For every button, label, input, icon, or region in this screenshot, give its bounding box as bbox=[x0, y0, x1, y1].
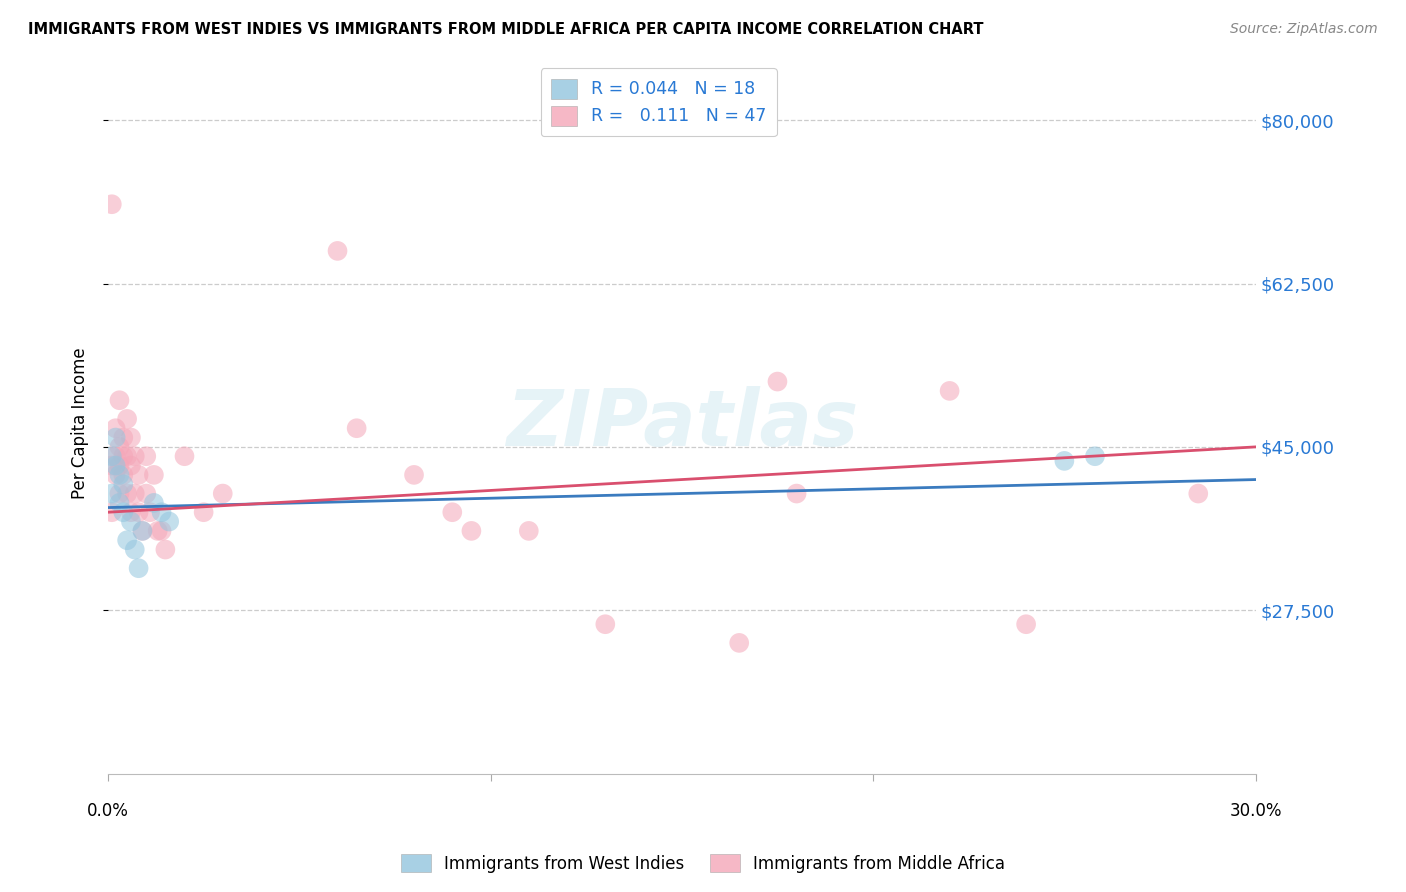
Point bbox=[112, 449, 135, 463]
Point bbox=[135, 486, 157, 500]
Point bbox=[1015, 617, 1038, 632]
Point bbox=[120, 505, 142, 519]
Point bbox=[146, 524, 169, 538]
Point bbox=[120, 515, 142, 529]
Point bbox=[112, 431, 135, 445]
Text: Source: ZipAtlas.com: Source: ZipAtlas.com bbox=[1230, 22, 1378, 37]
Point bbox=[402, 467, 425, 482]
Point bbox=[346, 421, 368, 435]
Point bbox=[173, 449, 195, 463]
Text: ZIPatlas: ZIPatlas bbox=[506, 385, 858, 461]
Point bbox=[104, 431, 127, 445]
Point bbox=[193, 505, 215, 519]
Point bbox=[101, 197, 124, 211]
Point bbox=[104, 467, 127, 482]
Point bbox=[155, 542, 177, 557]
Point bbox=[128, 505, 150, 519]
Point bbox=[142, 496, 165, 510]
Point bbox=[108, 486, 131, 500]
Y-axis label: Per Capita Income: Per Capita Income bbox=[72, 348, 89, 500]
Point bbox=[120, 458, 142, 473]
Point bbox=[1187, 486, 1209, 500]
Point bbox=[135, 449, 157, 463]
Point bbox=[101, 486, 124, 500]
Point bbox=[517, 524, 540, 538]
Point bbox=[128, 467, 150, 482]
Point bbox=[120, 431, 142, 445]
Text: 30.0%: 30.0% bbox=[1229, 802, 1282, 820]
Point bbox=[108, 467, 131, 482]
Point bbox=[108, 496, 131, 510]
Point bbox=[142, 467, 165, 482]
Point bbox=[115, 486, 138, 500]
Point bbox=[1084, 449, 1107, 463]
Point bbox=[150, 524, 173, 538]
Point bbox=[104, 449, 127, 463]
Point bbox=[139, 505, 162, 519]
Point bbox=[211, 486, 233, 500]
Point bbox=[101, 458, 124, 473]
Point bbox=[728, 636, 751, 650]
Point bbox=[128, 561, 150, 575]
Point bbox=[131, 524, 153, 538]
Point bbox=[104, 421, 127, 435]
Point bbox=[124, 486, 146, 500]
Point bbox=[131, 524, 153, 538]
Point bbox=[938, 384, 960, 398]
Point bbox=[112, 505, 135, 519]
Legend: R = 0.044   N = 18, R =   0.111   N = 47: R = 0.044 N = 18, R = 0.111 N = 47 bbox=[541, 69, 778, 136]
Point bbox=[150, 505, 173, 519]
Point bbox=[104, 458, 127, 473]
Point bbox=[101, 449, 124, 463]
Point bbox=[1053, 454, 1076, 468]
Point bbox=[441, 505, 464, 519]
Point bbox=[112, 467, 135, 482]
Text: 0.0%: 0.0% bbox=[87, 802, 129, 820]
Point bbox=[326, 244, 349, 258]
Point bbox=[115, 412, 138, 426]
Point bbox=[115, 449, 138, 463]
Point bbox=[101, 505, 124, 519]
Legend: Immigrants from West Indies, Immigrants from Middle Africa: Immigrants from West Indies, Immigrants … bbox=[394, 847, 1012, 880]
Point bbox=[108, 440, 131, 454]
Point bbox=[157, 515, 180, 529]
Point bbox=[460, 524, 482, 538]
Point bbox=[115, 533, 138, 548]
Point bbox=[108, 393, 131, 408]
Point bbox=[786, 486, 808, 500]
Point bbox=[595, 617, 617, 632]
Text: IMMIGRANTS FROM WEST INDIES VS IMMIGRANTS FROM MIDDLE AFRICA PER CAPITA INCOME C: IMMIGRANTS FROM WEST INDIES VS IMMIGRANT… bbox=[28, 22, 984, 37]
Point bbox=[124, 449, 146, 463]
Point bbox=[108, 458, 131, 473]
Point bbox=[124, 542, 146, 557]
Point bbox=[766, 375, 789, 389]
Point bbox=[112, 477, 135, 491]
